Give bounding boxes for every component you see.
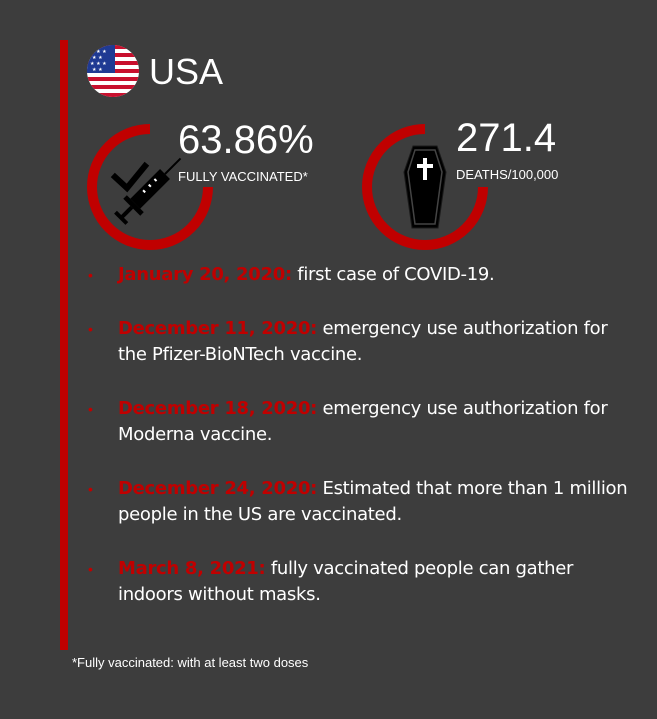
bullet-icon: • bbox=[88, 321, 93, 337]
deaths-label: DEATHS/100,000 bbox=[456, 167, 559, 182]
timeline-list: • January 20, 2020: first case of COVID-… bbox=[88, 262, 638, 636]
vaccinated-value: 63.86% bbox=[178, 118, 314, 162]
event-date: March 8, 2021: bbox=[118, 558, 266, 579]
vaccine-syringe-icon bbox=[110, 157, 182, 225]
us-flag-icon: ★ ★ ★ ★ ★ ★ ★ ★ ★ ★ bbox=[87, 45, 139, 97]
vaccinated-gauge bbox=[85, 122, 215, 252]
event-text: Estimated that more than 1 million peopl… bbox=[118, 478, 628, 525]
vaccinated-label: FULLY VACCINATED* bbox=[178, 169, 308, 184]
bullet-icon: • bbox=[88, 401, 93, 417]
event-text: first case of COVID-19. bbox=[297, 264, 495, 285]
coffin-icon bbox=[403, 145, 447, 229]
svg-text:★ ★ ★: ★ ★ ★ bbox=[90, 49, 107, 55]
bullet-icon: • bbox=[88, 481, 93, 497]
timeline-item: • January 20, 2020: first case of COVID-… bbox=[88, 262, 638, 288]
timeline-item: • March 8, 2021: fully vaccinated people… bbox=[88, 556, 638, 608]
svg-text:★ ★: ★ ★ bbox=[92, 55, 103, 61]
event-text: fully vaccinated people can gather indoo… bbox=[118, 558, 574, 605]
event-date: January 20, 2020: bbox=[118, 264, 292, 285]
timeline-item: • December 24, 2020: Estimated that more… bbox=[88, 476, 638, 528]
svg-text:★ ★ ★: ★ ★ ★ bbox=[90, 61, 107, 67]
deaths-gauge bbox=[360, 122, 490, 252]
bullet-icon: • bbox=[88, 561, 93, 577]
deaths-value: 271.4 bbox=[456, 116, 557, 160]
svg-text:★ ★: ★ ★ bbox=[92, 67, 103, 73]
event-text: emergency use authorization for Moderna … bbox=[118, 398, 608, 445]
footnote: *Fully vaccinated: with at least two dos… bbox=[72, 655, 309, 670]
accent-bar bbox=[60, 40, 68, 650]
event-date: December 24, 2020: bbox=[118, 478, 318, 499]
timeline-item: • December 11, 2020: emergency use autho… bbox=[88, 316, 638, 368]
event-text: emergency use authorization for the Pfiz… bbox=[118, 318, 608, 365]
timeline-item: • December 18, 2020: emergency use autho… bbox=[88, 396, 638, 448]
event-date: December 11, 2020: bbox=[118, 318, 318, 339]
bullet-icon: • bbox=[88, 267, 93, 283]
event-date: December 18, 2020: bbox=[118, 398, 318, 419]
country-title: USA bbox=[149, 51, 224, 92]
